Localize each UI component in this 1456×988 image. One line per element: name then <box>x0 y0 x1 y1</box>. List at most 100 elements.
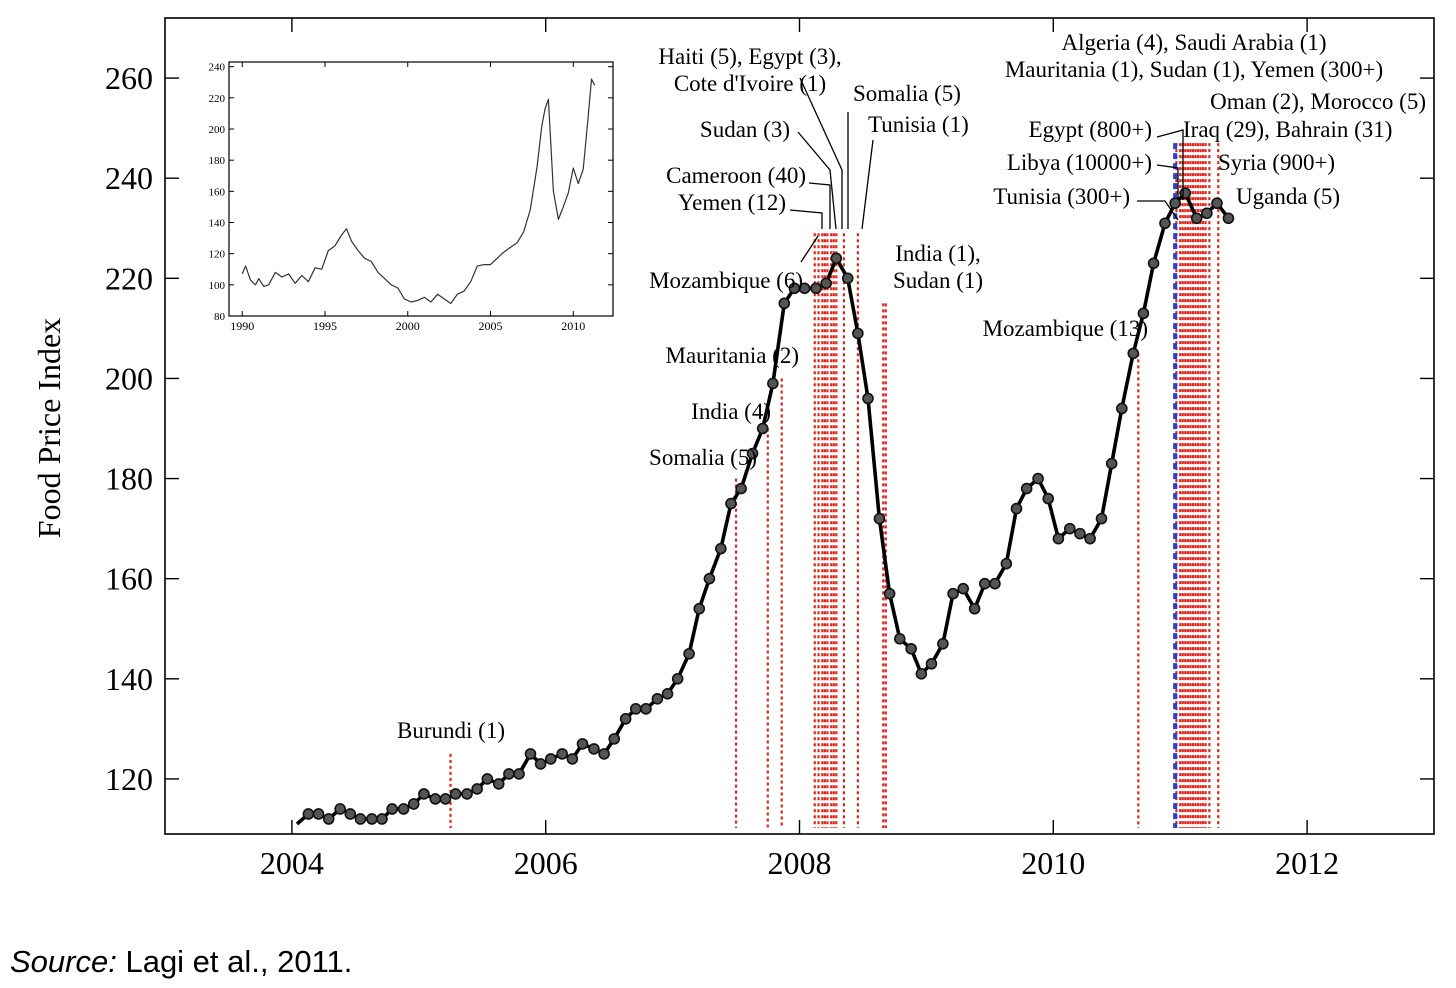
data-point <box>968 602 981 615</box>
data-point <box>1147 257 1160 270</box>
inset-x-tick-label: 1990 <box>230 319 254 333</box>
y-tick-label: 120 <box>105 761 153 797</box>
data-point <box>820 277 832 290</box>
annotation-label: Mauritania (2) <box>666 343 799 368</box>
y-tick-label: 200 <box>105 360 153 396</box>
annotation-label: India (4) <box>691 399 771 424</box>
y-axis-label: Food Price Index <box>31 318 67 538</box>
annotation-leader <box>789 209 823 229</box>
annotation-label: Libya (10000+) <box>1007 150 1152 175</box>
data-point <box>566 753 579 765</box>
annotation-label: Cote d'Ivoire (1) <box>674 71 826 96</box>
annotation-label: India (1), <box>895 241 981 266</box>
data-point <box>629 703 642 715</box>
x-tick-label: 2004 <box>260 845 324 881</box>
data-point <box>1084 532 1096 545</box>
data-point <box>524 748 537 760</box>
data-point <box>1000 557 1013 570</box>
data-point <box>735 482 747 495</box>
y-tick-label: 160 <box>105 561 153 597</box>
data-point <box>661 688 674 700</box>
data-point <box>693 602 706 615</box>
inset-x-tick-label: 2000 <box>396 319 420 333</box>
inset-x-tick-label: 2005 <box>479 319 503 333</box>
annotation-label: Mauritania (1), Sudan (1), Yemen (300+) <box>1005 57 1383 82</box>
data-point <box>989 577 1001 590</box>
data-point <box>893 632 906 645</box>
data-point <box>1179 187 1192 200</box>
data-point <box>1052 532 1065 545</box>
data-point <box>576 738 589 750</box>
data-point <box>344 808 357 820</box>
data-point <box>1169 197 1181 210</box>
inset-border <box>228 61 614 317</box>
data-point <box>915 668 928 680</box>
annotation-label: Burundi (1) <box>397 718 505 743</box>
data-point <box>1222 212 1235 225</box>
inset-y-tick-label: 240 <box>209 62 226 74</box>
data-point <box>619 713 632 725</box>
data-point <box>471 783 483 795</box>
data-point <box>1032 472 1044 485</box>
annotation-leader <box>1156 164 1179 200</box>
inset-series-line <box>241 78 596 305</box>
data-point <box>947 587 959 600</box>
main-axis-ticks: 2004 2006 2008 2010 2012 120 140 160 180 200 220 24… <box>105 18 1434 881</box>
annotation-label: Yemen (12) <box>678 190 786 215</box>
data-point <box>397 803 410 815</box>
data-point <box>449 788 462 800</box>
data-point <box>767 377 779 390</box>
data-point <box>1074 527 1086 540</box>
data-point <box>492 778 505 790</box>
annotation-label: Mozambique (13) <box>983 316 1148 341</box>
source-citation: Source: Lagi et al., 2011. <box>10 944 352 980</box>
data-point <box>1190 212 1203 225</box>
annotation-leader <box>1156 129 1184 200</box>
annotation-label: Cameroon (40) <box>666 163 806 188</box>
annotation-label: Syria (900+) <box>1218 150 1335 175</box>
x-tick-label: 2008 <box>768 845 832 881</box>
data-point <box>439 793 452 805</box>
data-point <box>1211 197 1223 210</box>
data-point <box>746 447 759 460</box>
data-point <box>852 327 864 340</box>
annotation-leader <box>861 139 874 230</box>
inset-y-tick-label: 120 <box>209 249 226 261</box>
annotation-label: Egypt (800+) <box>1029 117 1152 142</box>
annotation-label: Uganda (5) <box>1236 184 1340 209</box>
annotation-label: Haiti (5), Egypt (3), <box>658 44 841 69</box>
data-point <box>798 282 811 295</box>
y-tick-label: 260 <box>105 60 153 96</box>
x-tick-label: 2006 <box>514 845 578 881</box>
data-point <box>1042 492 1055 505</box>
inset-y-tick-label: 160 <box>209 186 226 198</box>
data-point <box>778 297 791 310</box>
data-point <box>429 793 442 805</box>
data-point <box>841 272 854 285</box>
data-point <box>715 542 727 555</box>
data-point <box>534 758 547 770</box>
annotation-label: Tunisia (1) <box>868 112 969 137</box>
inset-y-tick-label: 80 <box>214 311 226 323</box>
annotation-label: Sudan (1) <box>893 268 983 293</box>
data-point <box>830 252 843 265</box>
data-point <box>418 788 430 800</box>
data-point <box>312 808 325 820</box>
annotation-label: Tunisia (300+) <box>993 184 1130 209</box>
data-point <box>588 743 600 755</box>
data-point <box>703 572 716 585</box>
inset-y-tick-label: 100 <box>209 280 226 292</box>
data-point <box>1063 522 1076 535</box>
data-point <box>873 512 886 525</box>
data-point <box>481 773 494 785</box>
data-point <box>925 657 938 670</box>
data-point <box>503 768 515 780</box>
data-point <box>756 422 769 435</box>
data-point <box>671 673 684 685</box>
data-point <box>1116 402 1128 415</box>
y-tick-label: 220 <box>105 260 153 296</box>
data-point <box>683 647 695 660</box>
food-price-chart: 2004 2006 2008 2010 2012 120 140 160 180 200 220 24… <box>31 17 1435 881</box>
data-point <box>376 813 388 825</box>
main-series <box>295 187 1235 826</box>
